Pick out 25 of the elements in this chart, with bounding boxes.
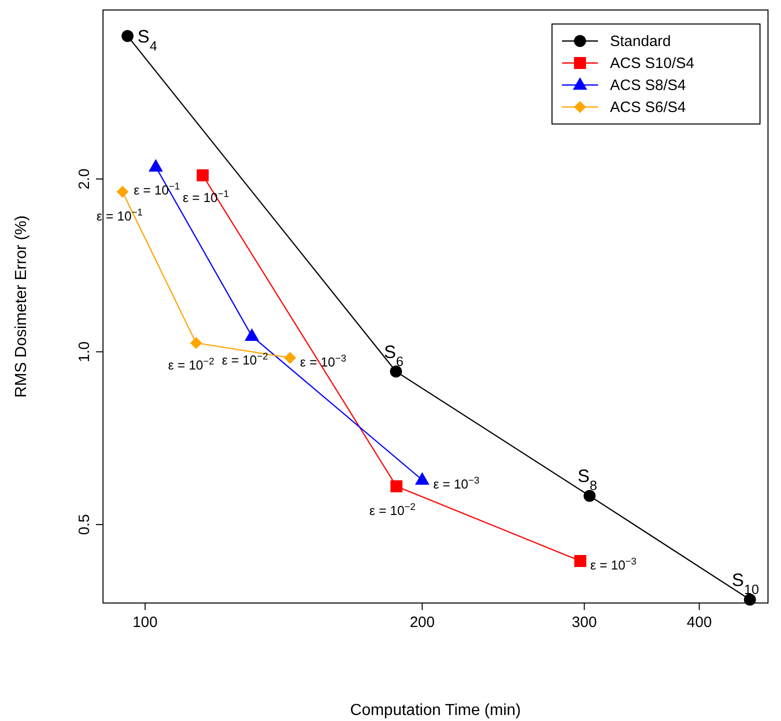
annotation: ε = 10$^{−2}$ <box>168 356 214 373</box>
legend-label: ACS S8/S4 <box>610 77 686 94</box>
annotation: ε = 10$^{−1}$ <box>182 188 229 205</box>
y-tick-label: 2.0 <box>76 168 93 190</box>
annotation: ε = 10$^{−3}$ <box>433 474 480 492</box>
y-axis-title: RMS Dosimeter Error (%) <box>13 215 30 398</box>
annotation: ε = 10$^{−3}$ <box>590 556 636 573</box>
annotation: S$_{6}$ <box>384 342 404 368</box>
annotation: ε = 10$^{−2}$ <box>369 501 416 518</box>
x-axis-title: Computation Time (min) <box>350 702 521 719</box>
annotation: S$_{4}$ <box>138 26 158 53</box>
annotation: S$_{10}$ <box>732 570 759 596</box>
legend-label: ACS S6/S4 <box>610 99 686 116</box>
annotation: ε = 10$^{−2}$ <box>222 351 268 368</box>
x-tick-label: 400 <box>686 614 712 631</box>
legend-label: ACS S10/S4 <box>610 55 694 72</box>
annotation: ε = 10$^{−1}$ <box>134 180 180 198</box>
annotation: S$_{8}$ <box>578 466 598 493</box>
annotation: ε = 10$^{−3}$ <box>300 352 346 370</box>
y-tick-label: 1.0 <box>76 341 93 362</box>
x-tick-label: 100 <box>132 614 158 631</box>
x-tick-label: 200 <box>410 614 435 631</box>
legend-label: Standard <box>610 33 671 50</box>
y-tick-label: 0.5 <box>76 514 93 535</box>
x-tick-label: 300 <box>572 614 597 631</box>
